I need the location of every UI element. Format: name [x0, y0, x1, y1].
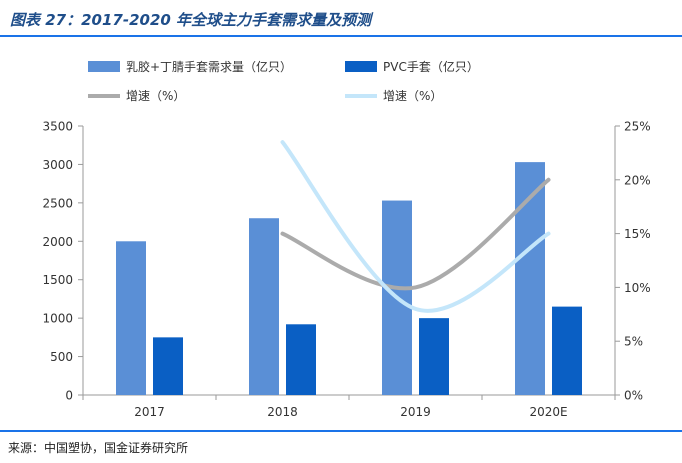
chart-title: 图表 27：2017-2020 年全球主力手套需求量及预测 [10, 11, 374, 29]
left-axis-tick-label: 2500 [42, 196, 73, 210]
line-latex-nitrile-growth [280, 177, 551, 291]
bar-latex-nitrile [249, 218, 279, 395]
legend-swatch-latex-bar [88, 61, 120, 72]
left-axis-tick-label: 0 [65, 389, 73, 403]
left-axis-tick-label: 3500 [42, 120, 73, 134]
bar-pvc [286, 324, 316, 395]
legend-label-pvc-line: 增速（%） [383, 89, 442, 103]
legend-label-pvc-bar: PVC手套（亿只） [383, 59, 479, 74]
right-axis-tick-label: 20% [624, 173, 651, 187]
source-note: 来源：中国塑协，国金证券研究所 [8, 440, 188, 455]
bar-pvc [552, 306, 582, 395]
left-axis-tick-label: 2000 [42, 235, 73, 249]
left-axis-tick-label: 1000 [42, 312, 73, 326]
legend-label-latex-line: 增速（%） [126, 89, 185, 103]
legend-swatch-pvc-bar [345, 61, 377, 72]
right-axis-tick-label: 15% [624, 227, 651, 241]
right-axis-tick-label: 5% [624, 335, 643, 349]
bar-pvc [153, 337, 183, 395]
x-axis-tick-label: 2018 [267, 405, 298, 419]
right-axis-tick-label: 10% [624, 281, 651, 295]
ticks: 0 500 1000 1500 2000 2500 3000 3500 0% 5% 10% 15% 20… [42, 120, 650, 420]
x-axis-tick-label: 2020E [529, 405, 567, 419]
bar-pvc [419, 318, 449, 395]
legend-label-latex-bar: 乳胶+丁腈手套需求量（亿只） [126, 59, 292, 74]
right-axis-tick-label: 0% [624, 389, 643, 403]
line-pvc-growth [280, 140, 551, 313]
bars [116, 162, 582, 395]
x-axis-tick-label: 2019 [400, 405, 431, 419]
right-axis-tick-label: 25% [624, 120, 651, 134]
left-axis-tick-label: 500 [50, 350, 73, 364]
bar-latex-nitrile [515, 162, 545, 395]
bar-latex-nitrile [116, 241, 146, 395]
left-axis-tick-label: 3000 [42, 158, 73, 172]
legend: 乳胶+丁腈手套需求量（亿只） PVC手套（亿只） 增速（%） 增速（%） [88, 59, 479, 103]
left-axis-tick-label: 1500 [42, 273, 73, 287]
lines [280, 140, 551, 313]
x-axis-tick-label: 2017 [134, 405, 165, 419]
